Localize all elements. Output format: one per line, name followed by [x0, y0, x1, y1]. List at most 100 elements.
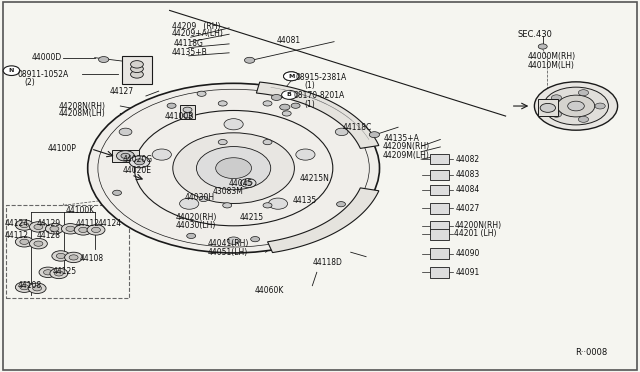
- Bar: [122, 56, 152, 84]
- Circle shape: [251, 237, 260, 242]
- Circle shape: [20, 285, 29, 290]
- Circle shape: [152, 149, 172, 160]
- Text: SEC.430: SEC.430: [517, 30, 552, 39]
- Text: 08170-8201A: 08170-8201A: [293, 92, 344, 100]
- Circle shape: [187, 233, 196, 238]
- Text: 44129: 44129: [37, 219, 61, 228]
- Text: 44041(RH): 44041(RH): [208, 239, 250, 248]
- Text: 44084: 44084: [456, 185, 480, 194]
- Circle shape: [29, 238, 47, 249]
- Circle shape: [15, 237, 33, 247]
- Circle shape: [134, 110, 333, 226]
- Text: 44135+A: 44135+A: [384, 134, 420, 143]
- Text: 44100K: 44100K: [65, 206, 95, 215]
- Circle shape: [74, 225, 92, 235]
- Text: 44060K: 44060K: [255, 286, 284, 295]
- Text: 44215: 44215: [240, 213, 264, 222]
- Circle shape: [54, 271, 63, 276]
- Circle shape: [552, 95, 562, 101]
- Circle shape: [65, 252, 83, 263]
- Text: N: N: [9, 68, 14, 73]
- Circle shape: [129, 156, 150, 168]
- Circle shape: [216, 158, 252, 179]
- Circle shape: [88, 83, 380, 253]
- Circle shape: [45, 224, 63, 234]
- Circle shape: [116, 151, 134, 161]
- Circle shape: [291, 103, 300, 108]
- Circle shape: [131, 65, 143, 73]
- Circle shape: [92, 227, 100, 232]
- Bar: [430, 170, 449, 180]
- Polygon shape: [268, 188, 379, 253]
- Text: (1): (1): [304, 100, 315, 109]
- Circle shape: [282, 90, 297, 99]
- Circle shape: [263, 101, 272, 106]
- Bar: [112, 150, 139, 162]
- Text: 44118C: 44118C: [342, 123, 372, 132]
- Circle shape: [540, 103, 556, 112]
- Circle shape: [180, 198, 199, 209]
- Circle shape: [183, 107, 192, 112]
- Text: 44020(RH): 44020(RH): [176, 213, 218, 222]
- Circle shape: [183, 113, 192, 118]
- Circle shape: [224, 119, 243, 130]
- Text: 44000M(RH): 44000M(RH): [528, 52, 576, 61]
- Text: 44209M(LH): 44209M(LH): [383, 151, 429, 160]
- Circle shape: [199, 196, 208, 202]
- Text: 44030H: 44030H: [184, 193, 214, 202]
- Text: 43083M: 43083M: [212, 187, 243, 196]
- Circle shape: [223, 203, 232, 208]
- Text: 44090: 44090: [456, 249, 480, 258]
- Circle shape: [227, 237, 240, 244]
- Circle shape: [29, 222, 47, 232]
- Text: 44208N(RH): 44208N(RH): [59, 102, 106, 110]
- Text: 44100P: 44100P: [48, 144, 77, 153]
- Circle shape: [131, 71, 143, 78]
- Circle shape: [52, 251, 70, 261]
- Text: 44127: 44127: [110, 87, 134, 96]
- Circle shape: [280, 104, 290, 110]
- Circle shape: [39, 267, 57, 278]
- Circle shape: [15, 220, 33, 230]
- Text: 44020G: 44020G: [123, 155, 153, 164]
- Text: 44135: 44135: [293, 196, 317, 205]
- Text: 44083: 44083: [456, 170, 480, 179]
- Text: M: M: [288, 74, 294, 79]
- Text: 44108: 44108: [18, 281, 42, 290]
- Circle shape: [284, 72, 299, 81]
- Circle shape: [268, 198, 287, 209]
- Circle shape: [271, 94, 282, 100]
- Text: 44030(LH): 44030(LH): [176, 221, 216, 230]
- Text: 44118D: 44118D: [312, 258, 342, 267]
- Text: 08911-1052A: 08911-1052A: [18, 70, 69, 79]
- Circle shape: [131, 61, 143, 68]
- Text: 44091: 44091: [456, 268, 480, 277]
- Circle shape: [69, 255, 78, 260]
- Bar: [180, 105, 195, 119]
- Text: 44081: 44081: [276, 36, 301, 45]
- Text: R··0008: R··0008: [575, 348, 607, 357]
- Circle shape: [244, 57, 255, 63]
- Circle shape: [568, 101, 584, 111]
- Text: 44082: 44082: [456, 155, 480, 164]
- Text: 44020E: 44020E: [123, 166, 152, 175]
- Text: 08915-2381A: 08915-2381A: [296, 73, 347, 82]
- Circle shape: [34, 224, 43, 230]
- Text: 44124: 44124: [5, 219, 29, 228]
- Bar: [430, 221, 449, 231]
- Circle shape: [44, 270, 52, 275]
- Text: 44209   (RH): 44209 (RH): [172, 22, 220, 31]
- Text: 44051(LH): 44051(LH): [208, 248, 248, 257]
- Text: 44208M(LH): 44208M(LH): [59, 109, 106, 118]
- Circle shape: [335, 128, 348, 136]
- Text: 44200N(RH): 44200N(RH): [454, 221, 502, 230]
- Text: 44000D: 44000D: [32, 53, 62, 62]
- Circle shape: [99, 57, 109, 62]
- Text: 44100B: 44100B: [165, 112, 195, 121]
- Circle shape: [61, 224, 79, 234]
- Bar: [430, 203, 449, 214]
- Text: 44124: 44124: [97, 219, 122, 228]
- Circle shape: [121, 153, 130, 158]
- Circle shape: [244, 181, 252, 185]
- Circle shape: [79, 227, 88, 232]
